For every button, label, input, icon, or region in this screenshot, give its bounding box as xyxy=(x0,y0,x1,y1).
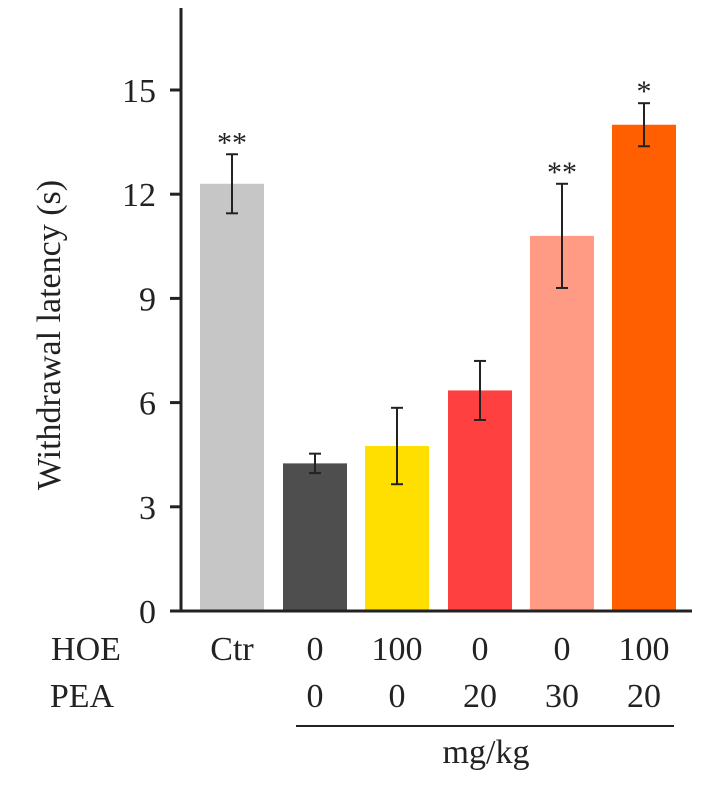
y-tick-label: 9 xyxy=(139,281,156,318)
bar xyxy=(448,390,512,611)
bar xyxy=(283,463,347,611)
pea-dose-label: 20 xyxy=(627,678,661,715)
significance-mark: ** xyxy=(547,156,577,189)
y-tick-label: 12 xyxy=(122,177,156,214)
hoe-dose-label: 0 xyxy=(472,631,489,668)
y-tick-label: 15 xyxy=(122,73,156,110)
significance-mark: ** xyxy=(217,126,247,159)
y-tick-label: 0 xyxy=(139,594,156,631)
bar xyxy=(530,235,594,611)
y-axis-ticks: 0 3 6 9 12 15 xyxy=(122,73,181,631)
hoe-dose-label: 0 xyxy=(554,631,571,668)
category-labels: Ctr 0 100 0 0 100 0 0 20 30 20 xyxy=(210,631,669,715)
hoe-dose-label: 0 xyxy=(307,631,324,668)
y-tick-label: 6 xyxy=(139,386,156,423)
pea-dose-label: 0 xyxy=(389,678,406,715)
bar xyxy=(612,124,676,611)
pea-dose-label: 0 xyxy=(307,678,324,715)
error-bars xyxy=(226,102,650,486)
significance-marks: ***** xyxy=(217,75,652,189)
hoe-dose-label: 100 xyxy=(372,631,423,668)
y-axis-label: Withdrawal latency (s) xyxy=(31,180,68,490)
pea-row-label: PEA xyxy=(50,678,115,715)
hoe-dose-label: 100 xyxy=(619,631,670,668)
unit-label: mg/kg xyxy=(443,734,530,771)
pea-dose-label: 30 xyxy=(545,678,579,715)
bars xyxy=(200,124,676,611)
hoe-row-label: HOE xyxy=(51,631,121,668)
pea-dose-label: 20 xyxy=(463,678,497,715)
hoe-dose-label: Ctr xyxy=(210,631,254,668)
y-tick-label: 3 xyxy=(139,490,156,527)
significance-mark: * xyxy=(637,75,652,108)
bar xyxy=(200,183,264,611)
